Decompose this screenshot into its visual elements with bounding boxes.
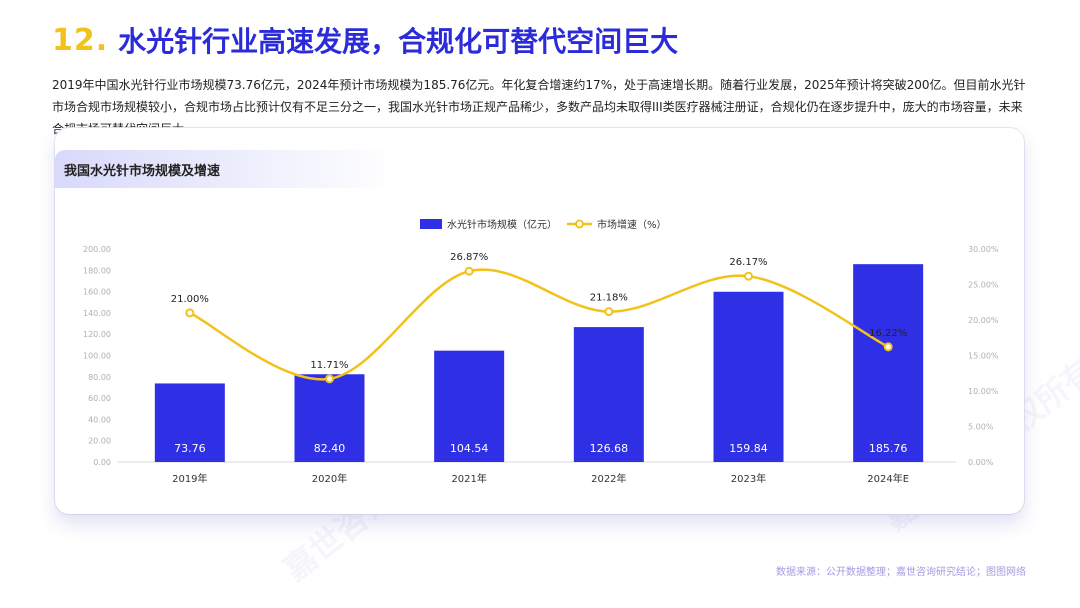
chart-title: 我国水光针市场规模及增速 bbox=[64, 164, 221, 179]
bar-value-label: 126.68 bbox=[590, 442, 629, 455]
x-tick-label: 2021年 bbox=[451, 472, 486, 485]
line-value-label: 26.17% bbox=[729, 257, 767, 268]
right-tick-label: 20.00% bbox=[968, 316, 999, 325]
left-tick-label: 140.00 bbox=[83, 309, 111, 318]
bar bbox=[154, 383, 225, 462]
line-value-label: 26.87% bbox=[450, 252, 488, 263]
left-tick-label: 160.00 bbox=[83, 288, 111, 297]
x-tick-label: 2022年 bbox=[591, 472, 626, 485]
left-tick-label: 0.00 bbox=[93, 458, 111, 467]
section-number: 12. bbox=[52, 22, 109, 58]
bar bbox=[294, 374, 365, 462]
legend-line-label: 市场增速（%） bbox=[597, 218, 667, 231]
bar-value-label: 104.54 bbox=[450, 442, 489, 455]
right-tick-label: 25.00% bbox=[968, 281, 999, 290]
right-tick-label: 0.00% bbox=[968, 458, 994, 467]
intro-paragraph: 2019年中国水光针行业市场规模73.76亿元，2024年预计市场规模为185.… bbox=[52, 78, 1026, 136]
left-tick-label: 120.00 bbox=[83, 330, 111, 339]
bar-series: 73.76 82.40 104.54 126.68 159.84 185.76 bbox=[154, 264, 924, 462]
bar-value-label: 185.76 bbox=[869, 442, 908, 455]
line-value-label: 16.22% bbox=[869, 328, 907, 339]
x-tick-label: 2023年 bbox=[731, 472, 766, 485]
left-tick-label: 60.00 bbox=[88, 394, 111, 403]
legend: 水光针市场规模（亿元） 市场增速（%） bbox=[420, 218, 667, 231]
line-point bbox=[325, 374, 334, 384]
source-note: 数据来源：公开数据整理；嘉世咨询研究结论；图图网络 bbox=[776, 567, 1026, 578]
legend-line-marker bbox=[575, 219, 584, 229]
bar bbox=[434, 350, 505, 462]
left-axis: 0.00 20.00 40.00 60.00 80.00 100.00 120.00 140.… bbox=[83, 245, 111, 467]
bar bbox=[713, 291, 784, 462]
line-point bbox=[464, 266, 474, 276]
left-tick-label: 20.00 bbox=[88, 437, 111, 446]
chart-card-tab bbox=[55, 150, 395, 188]
right-axis: 0.00% 5.00% 10.00% 15.00% 20.00% 25.00% 30.00% bbox=[968, 245, 999, 467]
right-tick-label: 15.00% bbox=[968, 352, 999, 361]
x-axis: 2019年 2020年 2021年 2022年 2023年 2024年E bbox=[172, 472, 909, 485]
left-tick-label: 40.00 bbox=[88, 415, 111, 424]
x-tick-label: 2019年 bbox=[172, 472, 207, 485]
line-value-label: 21.00% bbox=[171, 294, 209, 305]
page-title: 水光针行业高速发展，合规化可替代空间巨大 bbox=[118, 25, 679, 58]
bar bbox=[573, 327, 644, 462]
page-header: 12. 水光针行业高速发展，合规化可替代空间巨大 bbox=[52, 20, 678, 60]
bar-value-label: 73.76 bbox=[174, 442, 206, 455]
bar-value-label: 159.84 bbox=[729, 442, 768, 455]
x-tick-label: 2020年 bbox=[312, 472, 347, 485]
bar-value-label: 82.40 bbox=[314, 442, 346, 455]
left-tick-label: 80.00 bbox=[88, 373, 111, 382]
line-value-label: 11.71% bbox=[310, 360, 348, 371]
line-point bbox=[604, 307, 614, 317]
right-tick-label: 5.00% bbox=[968, 423, 994, 432]
bar bbox=[853, 264, 924, 462]
left-tick-label: 200.00 bbox=[83, 245, 111, 254]
line-point bbox=[744, 271, 753, 281]
left-tick-label: 100.00 bbox=[83, 352, 111, 361]
right-tick-label: 30.00% bbox=[968, 245, 999, 254]
left-tick-label: 180.00 bbox=[83, 266, 111, 275]
line-point bbox=[185, 308, 195, 318]
growth-line bbox=[189, 268, 889, 381]
legend-bar-label: 水光针市场规模（亿元） bbox=[447, 218, 557, 231]
line-point bbox=[883, 342, 893, 352]
line-series: 21.00% 11.71% 26.87% 21.18% 26.17% 16.22% bbox=[171, 252, 907, 384]
right-tick-label: 10.00% bbox=[968, 387, 999, 396]
legend-bar-swatch bbox=[420, 219, 442, 229]
x-tick-label: 2024年E bbox=[867, 472, 909, 485]
line-value-label: 21.18% bbox=[590, 293, 628, 304]
